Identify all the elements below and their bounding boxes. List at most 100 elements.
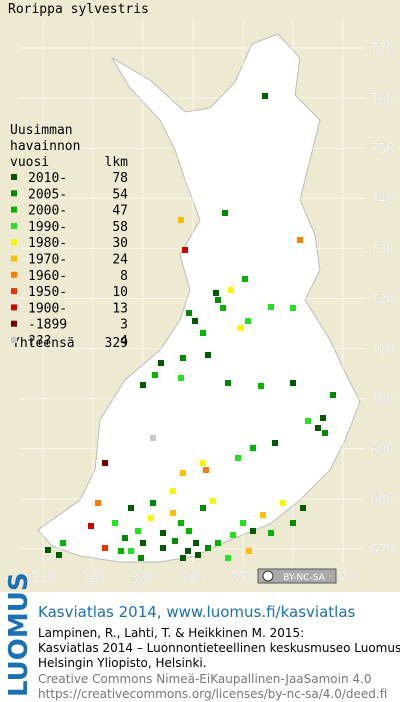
legend-swatch <box>11 174 17 180</box>
legend-total-label: Yhteensä <box>12 336 75 351</box>
legend-heading: Uusimman <box>10 123 73 138</box>
logo: LUOMUS <box>4 572 34 697</box>
observation <box>195 552 201 558</box>
observation <box>290 520 296 526</box>
observation <box>186 310 192 316</box>
x-label: 350 <box>231 571 256 586</box>
legend-count: 58 <box>112 220 128 235</box>
legend-heading: havainnon <box>10 139 80 154</box>
legend-count: 47 <box>112 204 128 219</box>
y-label: 720 <box>370 293 395 308</box>
legend-count: 24 <box>112 253 128 268</box>
x-label: 310 <box>31 571 56 586</box>
observation <box>215 297 221 303</box>
observation <box>178 520 184 526</box>
observation <box>200 330 206 336</box>
legend-swatch <box>11 222 17 229</box>
citation: Helsingin Yliopisto, Helsinki. <box>38 656 207 670</box>
observation <box>240 520 246 526</box>
observation <box>158 360 164 366</box>
observation <box>322 430 328 436</box>
observation <box>128 548 134 554</box>
observation <box>230 532 236 538</box>
legend-col: lkm <box>105 155 129 170</box>
observation <box>186 528 192 534</box>
observation <box>203 467 209 473</box>
observation <box>182 247 188 253</box>
observation <box>205 352 211 358</box>
legend: Uusimman havainnon vuosi lkm Yhteensä 32… <box>10 123 128 351</box>
observation <box>215 540 221 546</box>
observation <box>290 380 296 386</box>
legend-count: 3 <box>120 318 128 333</box>
observation <box>268 304 274 310</box>
x-label: 330 <box>131 571 156 586</box>
observation <box>112 520 118 526</box>
observation <box>315 425 321 431</box>
link[interactable]: Kasviatlas 2014, www.luomus.fi/kasviatla… <box>38 603 356 621</box>
legend-label: 2000- <box>28 204 67 219</box>
legend-label: -1899 <box>28 318 67 333</box>
legend-label: 2005- <box>28 187 67 202</box>
y-label: 670 <box>370 543 395 558</box>
observation <box>228 287 234 293</box>
legend-swatch <box>11 271 17 278</box>
observation <box>118 548 124 554</box>
observation <box>102 460 108 466</box>
legend-col: vuosi <box>10 155 49 170</box>
y-label: 770 <box>370 42 395 57</box>
legend-label: 1980- <box>28 236 67 251</box>
observation <box>135 528 141 534</box>
citation: Lampinen, R., Lahti, T. & Heikkinen M. 2… <box>38 626 304 640</box>
y-label: 710 <box>370 343 395 358</box>
legend-swatch <box>11 337 17 343</box>
legend-count: 30 <box>112 236 128 251</box>
observation <box>56 552 62 558</box>
observation <box>290 305 296 311</box>
observation <box>95 500 101 506</box>
legend-swatch <box>11 255 17 262</box>
grid: 3103203303403503603707707607507407307207… <box>20 20 395 586</box>
observation <box>200 460 206 466</box>
observation <box>150 500 156 506</box>
observation <box>138 555 144 561</box>
observation <box>258 383 264 389</box>
observation <box>220 305 226 311</box>
legend-label: 1990- <box>28 220 67 235</box>
observations <box>45 93 336 561</box>
license-badge: BY-NC-SA <box>257 568 337 584</box>
observation <box>122 535 128 541</box>
observation <box>160 545 166 551</box>
observation <box>235 455 241 461</box>
observation <box>192 318 198 324</box>
observation <box>205 545 211 551</box>
legend-count: 10 <box>112 285 128 300</box>
observation <box>180 555 186 561</box>
y-label: 740 <box>370 192 395 207</box>
observation <box>238 325 244 331</box>
x-label: 340 <box>181 571 206 586</box>
observation <box>210 498 216 504</box>
legend-label: 1900- <box>28 301 67 316</box>
legend-label: 1960- <box>28 269 67 284</box>
observation <box>250 445 256 451</box>
observation <box>262 93 268 99</box>
legend-label: 1950- <box>28 285 67 300</box>
legend-count: 78 <box>112 171 128 186</box>
observation <box>250 528 256 534</box>
observation <box>88 523 94 529</box>
y-label: 750 <box>370 142 395 157</box>
legend-swatch <box>11 239 17 246</box>
observation <box>60 540 66 546</box>
observation <box>268 530 274 536</box>
observation <box>225 555 231 561</box>
observation <box>193 540 199 546</box>
observation <box>140 540 146 546</box>
observation <box>246 548 252 554</box>
observation <box>102 545 108 551</box>
x-label: 370 <box>331 571 356 586</box>
observation <box>178 217 184 223</box>
legend-total: 329 <box>105 336 128 351</box>
